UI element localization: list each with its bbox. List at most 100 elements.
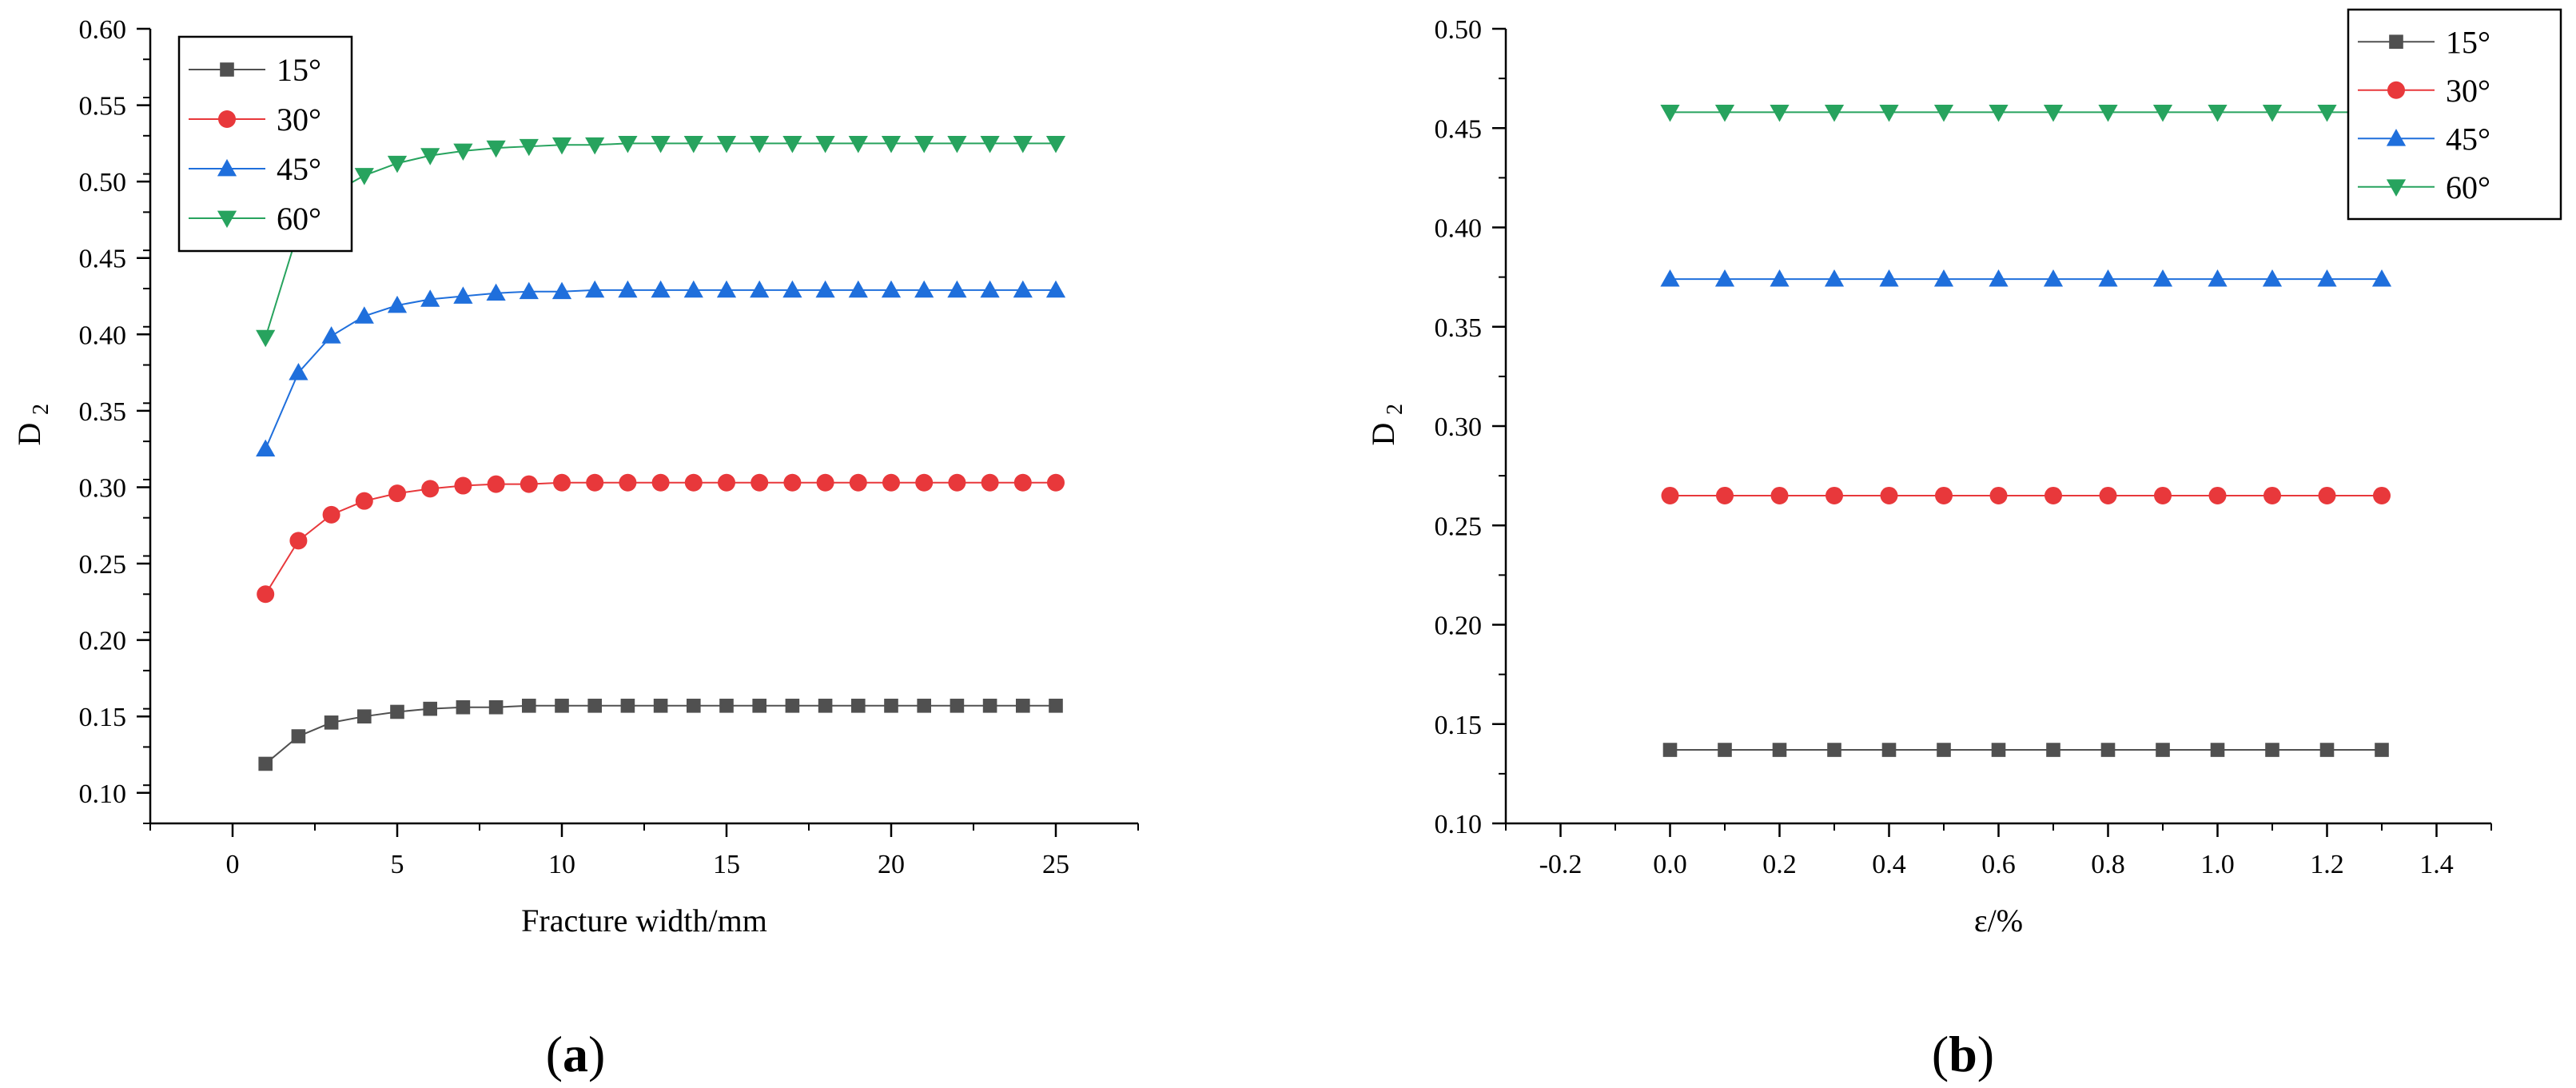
- data-point: [289, 532, 308, 550]
- y-tick-label: 0.20: [79, 627, 127, 656]
- data-point: [357, 709, 372, 723]
- data-point: [917, 699, 931, 713]
- y-tick-label: 0.40: [79, 321, 127, 350]
- data-point: [816, 473, 834, 492]
- legend-swatch-marker: [2386, 129, 2407, 146]
- data-point: [387, 155, 408, 173]
- data-point: [1045, 136, 1066, 153]
- data-point: [1991, 743, 2006, 757]
- data-point: [881, 136, 902, 153]
- data-point: [1714, 269, 1735, 287]
- data-point: [1937, 743, 1951, 757]
- panel-label: (b): [1932, 1026, 1994, 1082]
- x-tick-label: 0.0: [1653, 850, 1687, 879]
- data-point: [2099, 486, 2117, 504]
- data-point: [390, 704, 404, 719]
- data-point: [950, 699, 965, 713]
- data-point: [587, 699, 602, 713]
- data-point: [388, 484, 406, 503]
- chart-panel-b: -0.2 0.0 0.2 0.4 0.6 0.8 1.0 1.2 1.4 0.10 0.15 0.20…: [1365, 8, 2562, 1082]
- data-point: [555, 699, 569, 713]
- y-tick-label: 0.50: [1435, 15, 1483, 45]
- data-point: [687, 699, 701, 713]
- y-tick-label: 0.35: [1435, 313, 1483, 343]
- data-point: [488, 699, 504, 715]
- data-point: [1879, 269, 1899, 287]
- series-45°: [256, 280, 1066, 457]
- data-point: [2098, 105, 2118, 122]
- y-axis-title-main: D: [1365, 423, 1401, 446]
- data-point: [782, 280, 802, 298]
- y-tick-label: 0.45: [1435, 114, 1483, 144]
- series-30°: [1661, 486, 2391, 504]
- data-point: [2044, 486, 2062, 504]
- legend-label: 45°: [2446, 121, 2490, 157]
- x-tick-label: 5: [391, 850, 404, 879]
- legend: 15° 30° 45° 60°: [177, 35, 353, 253]
- data-point: [2375, 743, 2389, 757]
- x-tick-label: 20: [878, 850, 905, 879]
- x-tick-label: 0.8: [2091, 850, 2125, 879]
- data-point: [1933, 105, 1954, 122]
- y-axis-title-subscript: 2: [29, 404, 54, 415]
- data-point: [2318, 486, 2336, 504]
- data-point: [620, 699, 635, 713]
- series-30°: [257, 473, 1065, 604]
- series-15°: [1662, 743, 2389, 757]
- data-point: [256, 439, 276, 457]
- series-45°: [1660, 269, 2392, 287]
- legend: 15° 30° 45° 60°: [2347, 8, 2562, 221]
- panel-label-open: (: [1932, 1026, 1949, 1082]
- data-point: [2317, 105, 2337, 122]
- data-point: [551, 281, 572, 300]
- legend-swatch-marker: [217, 158, 237, 177]
- y-axis-title-subscript: 2: [1383, 404, 1407, 415]
- y-tick-label: 0.10: [79, 779, 127, 809]
- data-point: [683, 136, 703, 153]
- legend-label: 30°: [277, 102, 321, 137]
- data-point: [420, 289, 440, 307]
- data-point: [716, 136, 737, 153]
- data-point: [914, 280, 934, 298]
- data-point: [619, 473, 637, 492]
- data-point: [258, 756, 273, 771]
- y-tick-label: 0.30: [1435, 412, 1483, 442]
- data-point: [585, 137, 605, 155]
- panel-label-close: ): [588, 1026, 605, 1082]
- data-point: [519, 138, 539, 157]
- data-point: [1989, 486, 2008, 504]
- legend-box: [2347, 8, 2562, 221]
- data-point: [453, 286, 473, 304]
- data-point: [1716, 486, 1734, 504]
- x-tick-label: 25: [1042, 850, 1069, 879]
- data-point: [1824, 269, 1845, 287]
- data-point: [486, 140, 506, 158]
- data-point: [1989, 269, 2009, 287]
- data-point: [322, 505, 340, 524]
- data-point: [454, 476, 472, 495]
- data-point: [1718, 743, 1732, 757]
- y-tick-label: 0.35: [79, 397, 127, 427]
- data-point: [1989, 105, 2009, 122]
- data-point: [1045, 280, 1066, 298]
- data-point: [2208, 269, 2228, 287]
- x-axis-title: Fracture width/mm: [521, 903, 767, 939]
- data-point: [2319, 743, 2335, 757]
- data-point: [486, 283, 506, 301]
- data-point: [1714, 105, 1735, 122]
- data-point: [653, 699, 668, 713]
- y-tick-label: 0.60: [79, 15, 127, 45]
- data-point: [2043, 269, 2064, 287]
- y-tick-label: 0.25: [1435, 512, 1483, 541]
- data-point: [719, 699, 734, 713]
- data-point: [947, 136, 967, 153]
- data-point: [2262, 269, 2283, 287]
- legend-label: 60°: [277, 201, 321, 237]
- data-point: [882, 473, 900, 492]
- data-point: [981, 473, 999, 492]
- panel-label: (a): [546, 1026, 606, 1082]
- data-point: [815, 136, 835, 153]
- data-point: [2262, 105, 2283, 122]
- data-point: [520, 475, 538, 493]
- data-point: [2043, 105, 2064, 122]
